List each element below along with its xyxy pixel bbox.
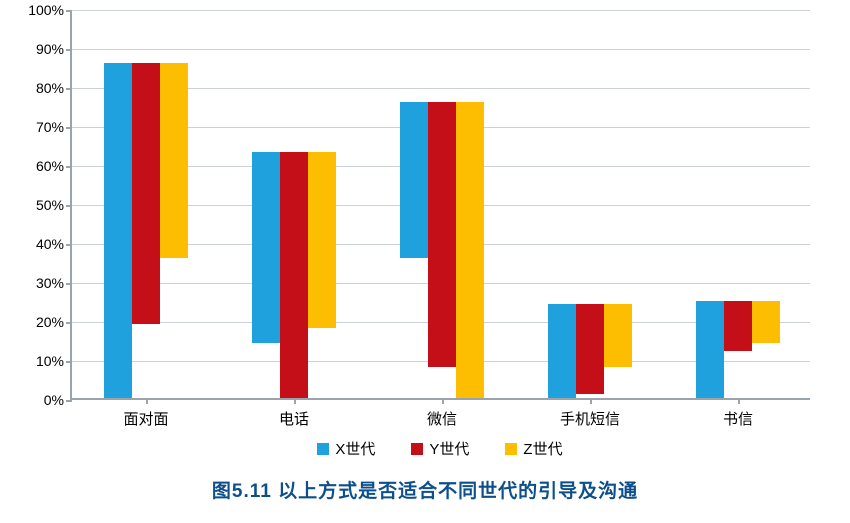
y-axis-label: 50% xyxy=(36,197,72,213)
bar-group xyxy=(400,102,484,398)
y-axis-label: 40% xyxy=(36,236,72,252)
grid-line xyxy=(72,49,810,50)
y-axis-label: 100% xyxy=(28,2,72,18)
x-axis-label: 书信 xyxy=(723,398,753,429)
plot-area: 0%10%20%30%40%50%60%70%80%90%100%面对面电话微信… xyxy=(70,10,810,400)
bar xyxy=(308,152,336,328)
bar xyxy=(724,301,752,352)
legend-item: Y世代 xyxy=(411,438,469,459)
bar xyxy=(456,102,484,398)
grid-line xyxy=(72,10,810,11)
y-axis-label: 20% xyxy=(36,314,72,330)
bar xyxy=(604,304,632,366)
bar xyxy=(280,152,308,398)
legend-label: Y世代 xyxy=(429,438,469,459)
x-axis-label: 微信 xyxy=(427,398,457,429)
x-axis-label: 手机短信 xyxy=(560,398,620,429)
legend-label: Z世代 xyxy=(523,438,562,459)
legend-label: X世代 xyxy=(335,438,375,459)
x-axis-label: 面对面 xyxy=(123,398,168,429)
legend-item: X世代 xyxy=(317,438,375,459)
bar xyxy=(428,102,456,367)
bar xyxy=(548,304,576,398)
bar-group xyxy=(548,304,632,398)
bar xyxy=(252,152,280,343)
x-axis-label: 电话 xyxy=(279,398,309,429)
bar xyxy=(400,102,428,258)
legend-swatch xyxy=(505,443,517,455)
bar xyxy=(696,301,724,399)
legend: X世代 Y世代 Z世代 xyxy=(70,438,810,459)
bar-group xyxy=(252,152,336,398)
y-axis-label: 90% xyxy=(36,41,72,57)
bar xyxy=(104,63,132,398)
bar xyxy=(576,304,604,394)
chart-container: 0% 10% 20% 30% 40% 50% 60% 70% 80% 90% 100% 面对面 电话 微信… xyxy=(0,0,850,523)
bar-group xyxy=(696,301,780,399)
chart-caption: 图5.11 以上方式是否适合不同世代的引导及沟通 xyxy=(0,476,850,503)
y-axis-label: 0% xyxy=(44,392,72,408)
bar xyxy=(132,63,160,324)
y-axis-label: 80% xyxy=(36,80,72,96)
y-axis-label: 30% xyxy=(36,275,72,291)
legend-swatch xyxy=(411,443,423,455)
bar xyxy=(752,301,780,344)
bar xyxy=(160,63,188,258)
y-axis-label: 60% xyxy=(36,158,72,174)
bar-group xyxy=(104,63,188,398)
y-axis-label: 70% xyxy=(36,119,72,135)
legend-swatch xyxy=(317,443,329,455)
y-axis-label: 10% xyxy=(36,353,72,369)
legend-item: Z世代 xyxy=(505,438,562,459)
